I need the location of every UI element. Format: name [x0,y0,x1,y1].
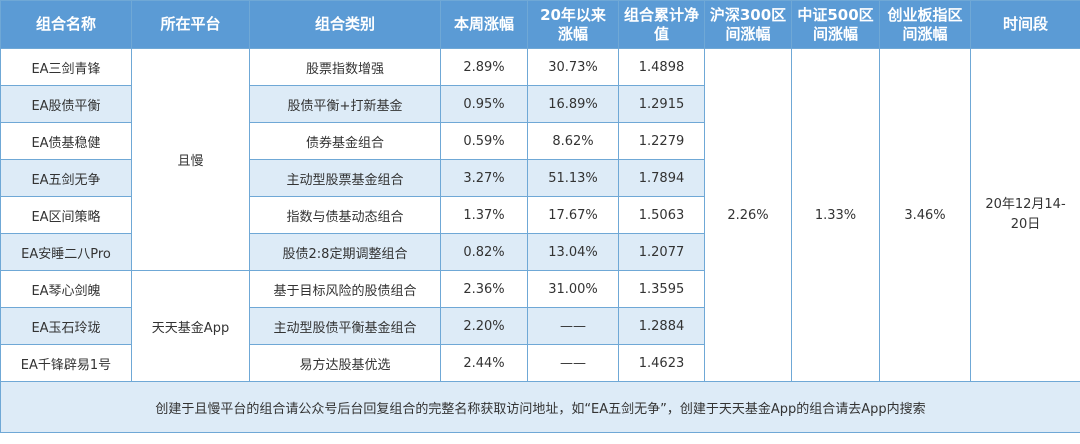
row-name: EA债基稳健 [0,122,132,160]
row-ytd: 16.89% [527,85,619,123]
hs300-value: 2.26% [704,48,792,382]
row-week: 0.82% [440,233,528,271]
footer-note: 创建于且慢平台的组合请公众号后台回复组合的完整名称获取访问地址，如“EA五剑无争… [0,381,1080,433]
table-row: EA债基稳健 债券基金组合 0.59% 8.62% 1.2279 [0,122,1080,160]
row-nav: 1.4623 [618,344,705,382]
row-category: 股债平衡+打新基金 [249,85,441,123]
header-category: 组合类别 [249,0,441,49]
row-nav: 1.4898 [618,48,705,86]
cyb-value: 3.46% [879,48,971,382]
row-nav: 1.5063 [618,196,705,234]
row-category: 债券基金组合 [249,122,441,160]
header-platform: 所在平台 [131,0,250,49]
row-ytd: —— [527,344,619,382]
row-nav: 1.2884 [618,307,705,345]
row-name: EA千锋辟易1号 [0,344,132,382]
table-row: EA玉石玲珑 主动型股债平衡基金组合 2.20% —— 1.2884 [0,307,1080,345]
table-row: EA区间策略 指数与债基动态组合 1.37% 17.67% 1.5063 [0,196,1080,234]
row-ytd: 31.00% [527,270,619,308]
period-value: 20年12月14-20日 [970,48,1080,382]
row-name: EA五剑无争 [0,159,132,197]
row-name: EA玉石玲珑 [0,307,132,345]
row-category: 主动型股债平衡基金组合 [249,307,441,345]
row-category: 主动型股票基金组合 [249,159,441,197]
row-nav: 1.3595 [618,270,705,308]
table-row: EA五剑无争 主动型股票基金组合 3.27% 51.13% 1.7894 [0,159,1080,197]
header-name: 组合名称 [0,0,132,49]
row-category: 指数与债基动态组合 [249,196,441,234]
row-ytd: 30.73% [527,48,619,86]
row-nav: 1.2077 [618,233,705,271]
row-ytd: 13.04% [527,233,619,271]
row-week: 0.59% [440,122,528,160]
row-category: 易方达股基优选 [249,344,441,382]
row-name: EA三剑青锋 [0,48,132,86]
note-row: 创建于且慢平台的组合请公众号后台回复组合的完整名称获取访问地址，如“EA五剑无争… [0,381,1080,433]
table-row: EA琴心剑魄 天天基金App 基于目标风险的股债组合 2.36% 31.00% … [0,270,1080,382]
row-week: 2.89% [440,48,528,86]
header-ytd-change: 20年以来 涨幅 [527,0,619,49]
table-row: EA股债平衡 股债平衡+打新基金 0.95% 16.89% 1.2915 [0,85,1080,123]
table-row: EA三剑青锋 且慢 股票指数增强 2.89% 30.73% 1.4898 2.2… [0,48,1080,382]
portfolio-table: 组合名称 所在平台 组合类别 本周涨幅 20年以来 涨幅 组合累计净 值 沪深3… [0,0,1080,433]
row-nav: 1.7894 [618,159,705,197]
header-zz500: 中证500区 间涨幅 [791,0,880,49]
header-nav: 组合累计净 值 [618,0,705,49]
row-week: 3.27% [440,159,528,197]
platform-tiantian: 天天基金App [131,270,250,382]
header-hs300: 沪深300区 间涨幅 [704,0,792,49]
platform-qieman: 且慢 [131,48,250,271]
row-ytd: —— [527,307,619,345]
row-name: EA区间策略 [0,196,132,234]
row-ytd: 17.67% [527,196,619,234]
row-week: 1.37% [440,196,528,234]
zz500-value: 1.33% [791,48,880,382]
row-name: EA琴心剑魄 [0,270,132,308]
row-week: 2.20% [440,307,528,345]
row-nav: 1.2915 [618,85,705,123]
row-category: 股票指数增强 [249,48,441,86]
row-nav: 1.2279 [618,122,705,160]
header-row: 组合名称 所在平台 组合类别 本周涨幅 20年以来 涨幅 组合累计净 值 沪深3… [0,0,1080,49]
row-ytd: 51.13% [527,159,619,197]
header-period: 时间段 [970,0,1080,49]
row-category: 基于目标风险的股债组合 [249,270,441,308]
header-week-change: 本周涨幅 [440,0,528,49]
row-week: 0.95% [440,85,528,123]
row-week: 2.36% [440,270,528,308]
table-row: EA安睡二八Pro 股债2:8定期调整组合 0.82% 13.04% 1.207… [0,233,1080,271]
row-category: 股债2:8定期调整组合 [249,233,441,271]
row-ytd: 8.62% [527,122,619,160]
row-name: EA股债平衡 [0,85,132,123]
row-name: EA安睡二八Pro [0,233,132,271]
row-week: 2.44% [440,344,528,382]
header-cyb: 创业板指区 间涨幅 [879,0,971,49]
